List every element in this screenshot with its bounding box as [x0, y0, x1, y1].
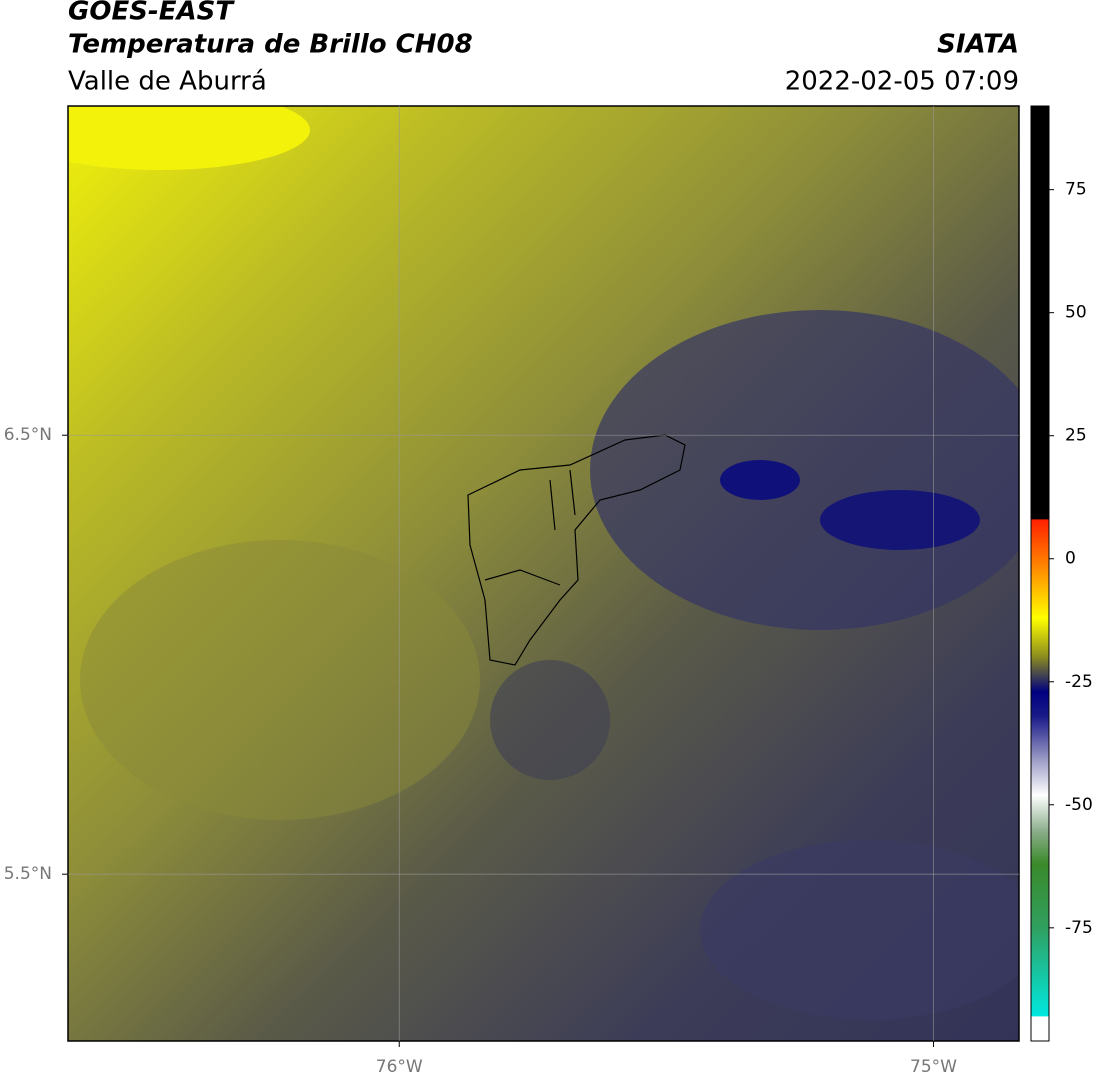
map-frame [67, 105, 1020, 1042]
x-tick-label: 75°W [910, 1057, 957, 1077]
valley-boundary [467, 434, 686, 666]
colorbar-tick-label: 50 [1065, 303, 1087, 323]
colorbar-segment [1031, 519, 1049, 570]
colorbar-segment [1031, 927, 1049, 1017]
x-tick-label: 76°W [376, 1057, 423, 1077]
subtitle: Temperatura de Brillo CH08 [68, 30, 473, 60]
colorbar-segment [1031, 863, 1049, 929]
title: GOES-EAST [68, 0, 235, 27]
colorbar-tick-label: 75 [1065, 180, 1087, 200]
colorbar-tick-label: 0 [1065, 549, 1076, 569]
colorbar-tick-label: -50 [1065, 795, 1093, 815]
colorbar-segment [1031, 617, 1049, 658]
colorbar-segment [1031, 794, 1049, 830]
colorbar-segment [1031, 657, 1049, 693]
colorbar-segment [1031, 755, 1049, 796]
datetime: 2022-02-05 07:09 [785, 67, 1019, 97]
temperature-field [68, 106, 1019, 1041]
colorbar-tick-label: 25 [1065, 426, 1087, 446]
colorbar-tick-label: -75 [1065, 918, 1093, 938]
colorbar-segment [1031, 568, 1049, 619]
region: Valle de Aburrá [68, 67, 267, 97]
colorbar-frame [1030, 105, 1050, 1042]
source: SIATA [937, 30, 1019, 60]
y-tick-label: 6.5°N [4, 425, 52, 445]
colorbar-segment [1031, 716, 1049, 757]
colorbar-segment [1031, 1016, 1049, 1042]
y-tick-label: 5.5°N [4, 864, 52, 884]
colorbar-tick-label: -25 [1065, 672, 1093, 692]
colorbar-segment [1031, 829, 1049, 865]
colorbar-segment [1031, 106, 1049, 520]
colorbar-segment [1031, 691, 1049, 717]
